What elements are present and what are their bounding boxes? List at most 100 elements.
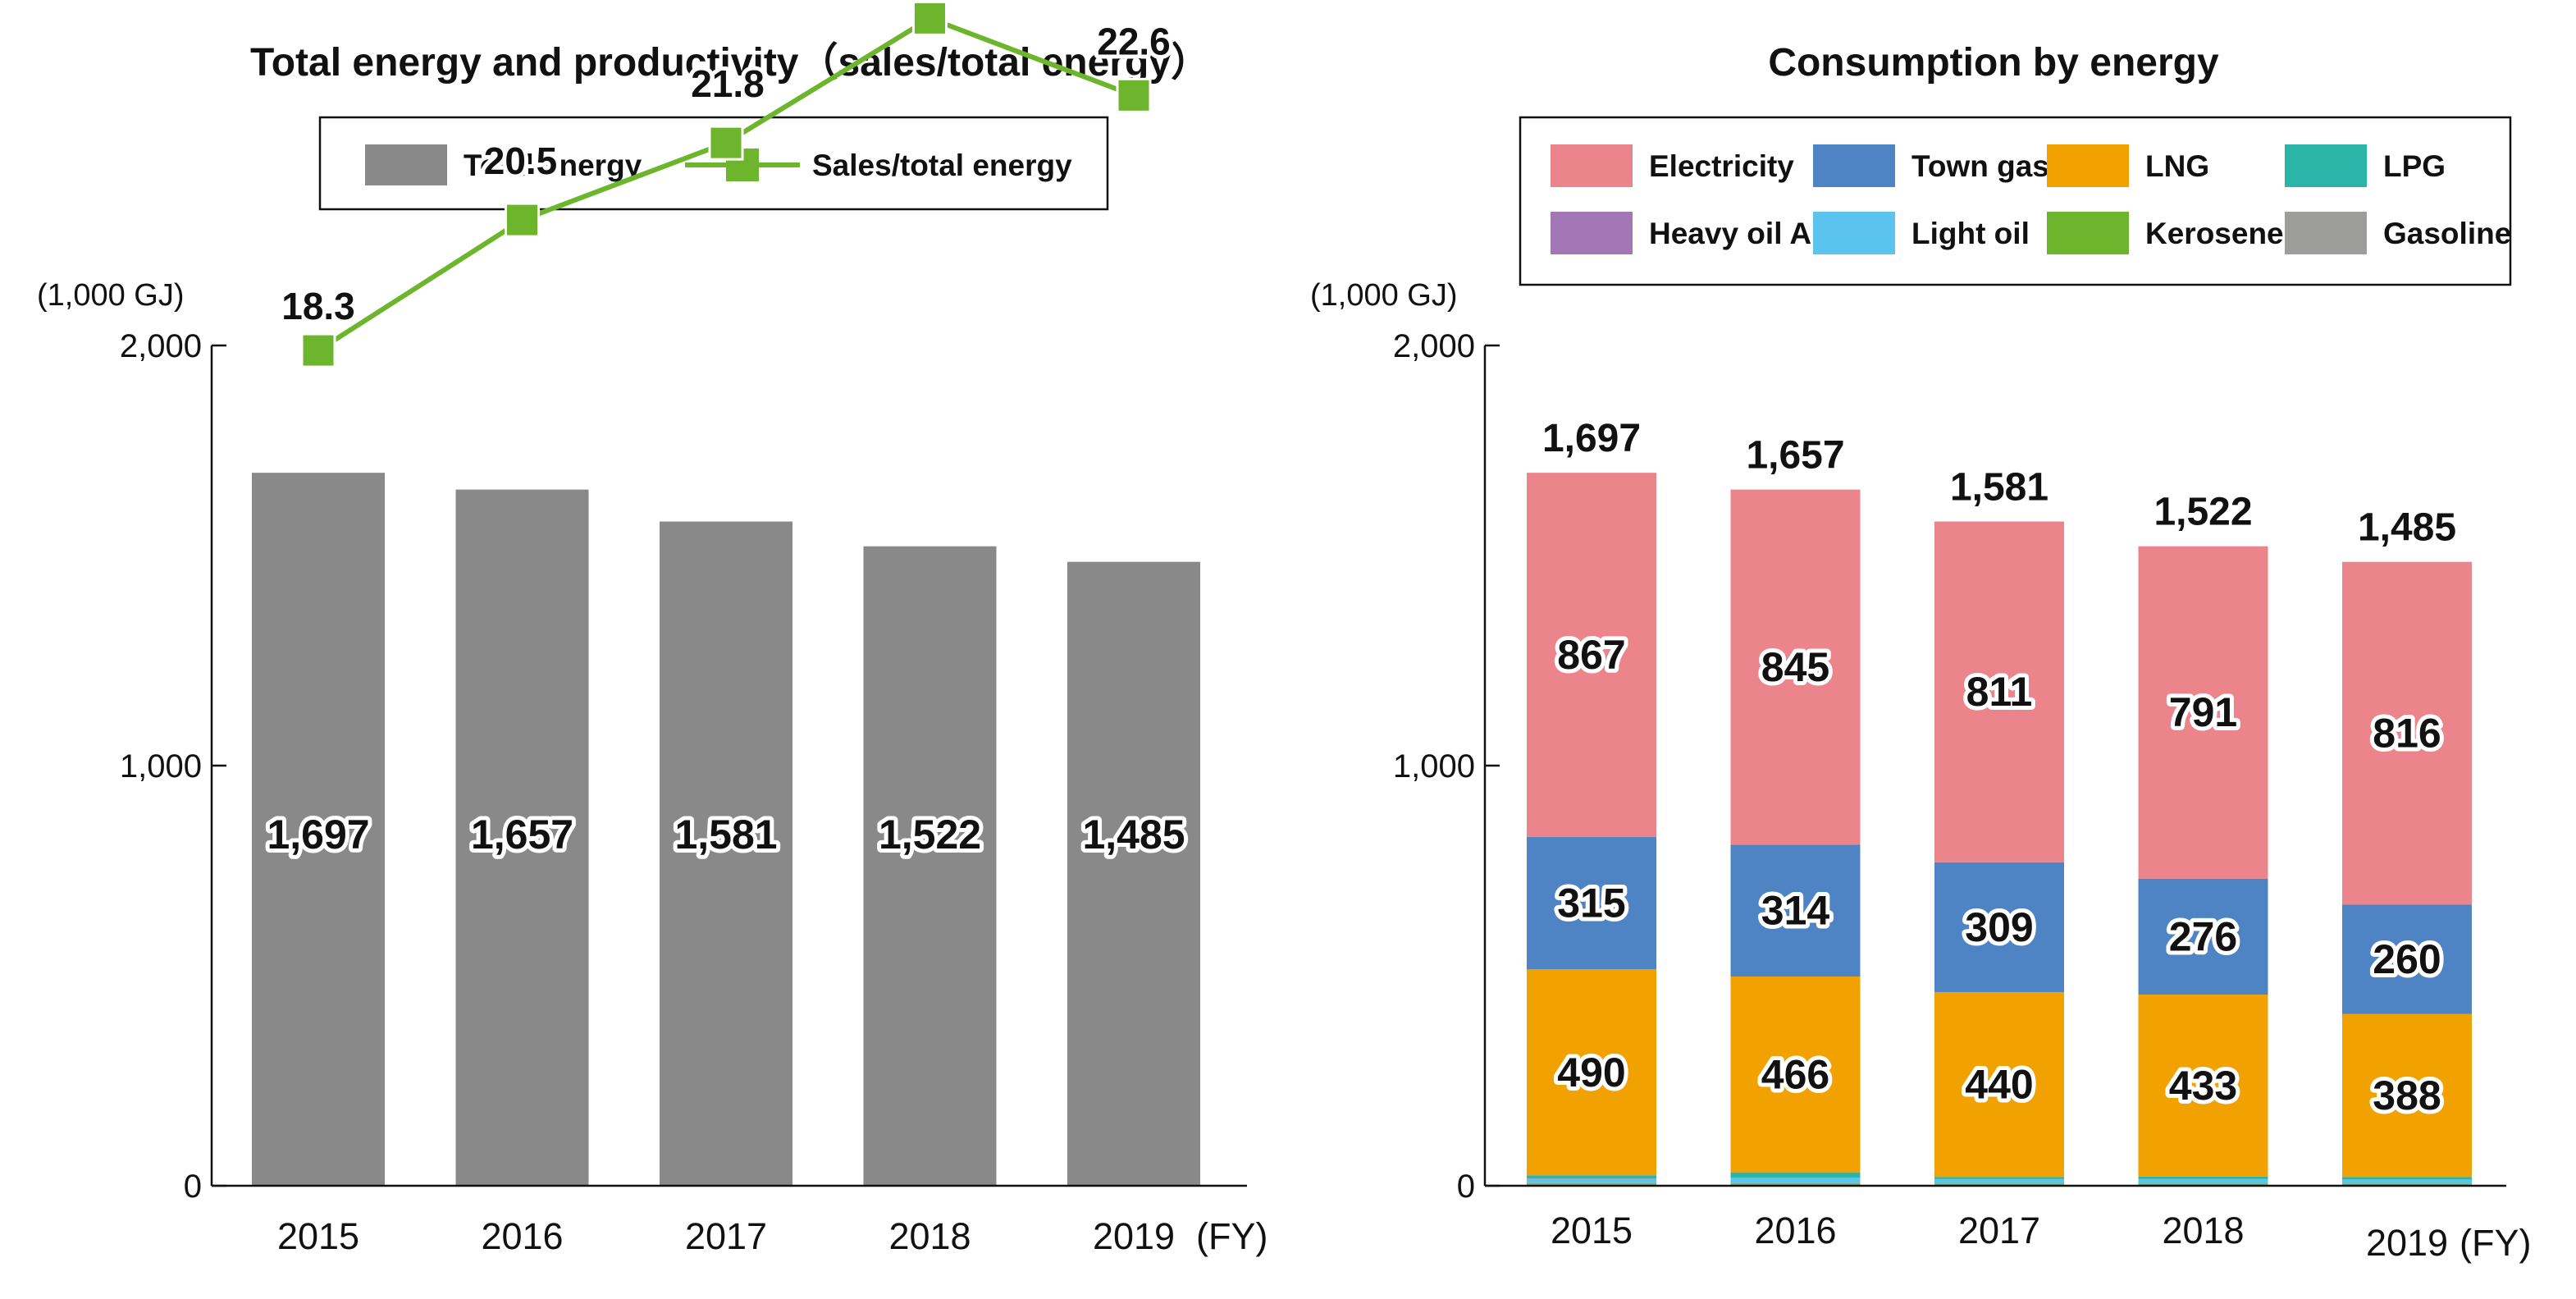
segment-kerosene [1730, 1182, 1861, 1184]
segment-kerosene [1527, 1182, 1656, 1184]
stack-total-label: 1,657 [1746, 434, 1844, 478]
legend-swatch-electricity [1551, 144, 1633, 187]
right-y-tick-label: 1,000 [1393, 748, 1475, 784]
sales-total-energy-marker [1116, 77, 1152, 113]
total-energy-bar-label: 1,522 [879, 812, 981, 858]
segment-heavy-oil-a [2138, 1178, 2268, 1180]
right-legend-box [1519, 116, 2512, 286]
sales-total-energy-label: 21.8 [691, 62, 765, 105]
legend-label-gasoline: Gasoline [2383, 217, 2511, 250]
left-x-unit: (FY) [1196, 1215, 1267, 1257]
left-y-tick-label: 0 [184, 1169, 202, 1205]
segment-town-gas-label: 260 [2373, 936, 2441, 982]
segment-electricity-label: 845 [1761, 644, 1829, 690]
segment-electricity [1527, 473, 1656, 838]
right-y-tick-label: 0 [1457, 1169, 1475, 1205]
segment-town-gas [2138, 878, 2268, 995]
sales-total-energy-label: 18.3 [281, 285, 355, 327]
right-legend: Electricity Town gas LNG LPG Heavy oil A Ligh… [1519, 116, 2512, 286]
segment-lng [2138, 995, 2268, 1177]
legend-label-sales-total-energy: Sales/total energy [812, 149, 1072, 182]
left-y-tick-label: 2,000 [120, 328, 202, 364]
segment-electricity [1730, 489, 1861, 845]
segment-kerosene [2342, 1183, 2472, 1184]
left-y-tick-label: 1,000 [120, 748, 202, 784]
legend-label-total-energy: Total energy [464, 149, 642, 182]
right-x-tick-label: 2016 [1754, 1210, 1836, 1251]
segment-electricity-label: 791 [2169, 689, 2237, 735]
total-energy-bar [660, 521, 792, 1186]
segment-lng-label: 440 [1965, 1062, 2033, 1108]
legend-swatch-kerosene [2047, 212, 2129, 254]
segment-electricity [2342, 561, 2472, 905]
segment-electricity-label: 867 [1557, 632, 1625, 678]
right-x-unit: (FY) [2460, 1222, 2531, 1264]
segment-lpg [2342, 1177, 2472, 1180]
segment-heavy-oil-a [2342, 1179, 2472, 1180]
right-chart-title: Consumption by energy [1768, 41, 2219, 85]
left-y-axis: 0 1,000 2,000 [120, 328, 226, 1205]
segment-lng [1527, 969, 1656, 1176]
legend-swatch-gasoline [2285, 212, 2367, 254]
segment-lng-label: 466 [1761, 1051, 1829, 1097]
segment-town-gas [1730, 844, 1861, 977]
left-x-tick-label: 2016 [481, 1215, 563, 1257]
segment-lng-label: 490 [1557, 1050, 1625, 1095]
segment-lpg [1934, 1177, 2064, 1179]
total-energy-bar [1067, 561, 1200, 1186]
segment-electricity [1934, 521, 2064, 862]
segment-electricity-label: 811 [1966, 669, 2033, 715]
segment-lpg [1730, 1172, 1861, 1178]
sales-total-energy-marker [505, 202, 540, 238]
legend-label-town-gas: Town gas [1911, 149, 2049, 183]
legend-label-light-oil: Light oil [1911, 217, 2030, 250]
segment-heavy-oil-a [1934, 1178, 2064, 1180]
segment-town-gas [1934, 862, 2064, 992]
segment-light-oil [1934, 1179, 2064, 1184]
left-x-tick-label: 2018 [888, 1215, 971, 1257]
sales-total-energy-label: 20.5 [484, 140, 558, 182]
segment-kerosene [2138, 1183, 2268, 1184]
segment-gasoline [1527, 1183, 1656, 1186]
segment-lpg [1527, 1175, 1656, 1179]
segment-town-gas-label: 314 [1761, 888, 1830, 934]
legend-label-lpg: LPG [2383, 149, 2446, 183]
legend-swatch-lpg [2285, 144, 2367, 187]
left-line-series: 18.320.521.823.922.6 [277, 0, 1175, 368]
segment-town-gas-label: 315 [1557, 880, 1625, 926]
legend-swatch-total-energy [365, 144, 447, 185]
segment-town-gas [1527, 837, 1656, 970]
segment-lng [1934, 991, 2064, 1178]
segment-light-oil [1527, 1178, 1656, 1183]
segment-lng [1730, 977, 1861, 1173]
total-energy-bar [455, 489, 589, 1186]
sales-total-energy-marker [708, 125, 744, 161]
right-y-unit: (1,000 GJ) [1310, 278, 1458, 313]
stack-total-label: 1,581 [1950, 466, 2048, 510]
left-x-tick-label: 2017 [685, 1215, 767, 1257]
left-bars: 1,697 1,657 1,581 1,522 1,485 [252, 473, 1200, 1186]
right-x-axis: 2015 2016 2017 2018 2019 [1485, 1184, 2506, 1264]
right-y-tick-label: 2,000 [1393, 328, 1475, 364]
sales-total-energy-label: 22.6 [1097, 20, 1171, 62]
right-y-axis: 0 1,000 2,000 [1393, 328, 1500, 1205]
total-energy-bar [252, 473, 385, 1186]
total-energy-bar [863, 546, 997, 1186]
legend-swatch-town-gas [1813, 144, 1895, 187]
segment-lpg [2138, 1176, 2268, 1179]
legend-label-heavy-oil-a: Heavy oil A [1649, 217, 1811, 250]
sales-total-energy-marker [912, 0, 948, 36]
stack-total-label: 1,485 [2358, 506, 2456, 550]
segment-lng-label: 433 [2169, 1063, 2237, 1109]
total-energy-bar-label: 1,697 [267, 812, 369, 858]
left-chart: Total energy and productivity（sales/tota… [37, 0, 1267, 1257]
right-x-tick-label: 2018 [2162, 1210, 2244, 1251]
segment-light-oil [2138, 1179, 2268, 1184]
stack-total-label: 1,697 [1542, 417, 1641, 460]
legend-swatch-lng [2047, 144, 2129, 187]
right-chart: Consumption by energy Electricity Town ga… [1310, 41, 2531, 1264]
segment-heavy-oil-a [1527, 1178, 1656, 1179]
left-x-tick-label: 2015 [277, 1215, 359, 1257]
legend-label-electricity: Electricity [1649, 149, 1794, 183]
